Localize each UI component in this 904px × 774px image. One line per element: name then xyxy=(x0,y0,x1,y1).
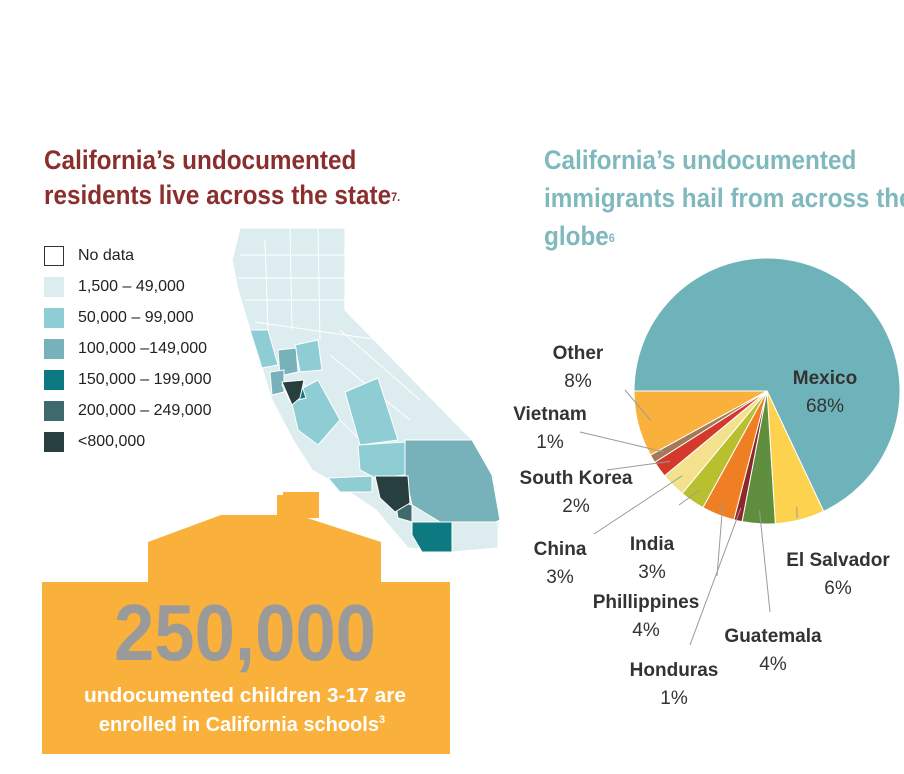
legend-item: 150,000 – 199,000 xyxy=(44,364,211,395)
county-region-800k xyxy=(374,475,411,513)
map-base-south xyxy=(451,521,499,553)
map-title: California’s undocumented residents live… xyxy=(44,143,422,213)
legend-swatch xyxy=(44,276,64,297)
legend-label: <800,000 xyxy=(78,432,146,450)
slice-label: El Salvador xyxy=(786,550,890,571)
county-region-100k xyxy=(269,369,285,396)
callout-number: 250,000 xyxy=(114,588,376,677)
legend-item: 100,000 –149,000 xyxy=(44,333,211,364)
legend-swatch xyxy=(44,338,64,359)
legend-label: No data xyxy=(78,246,135,264)
leader-line xyxy=(624,389,652,422)
slice-label: Honduras xyxy=(630,660,719,681)
slice-label: Other xyxy=(553,343,604,364)
pie-title-note: 6 xyxy=(608,231,615,245)
leader-line xyxy=(758,510,771,613)
slice-percent: 4% xyxy=(759,654,787,675)
slice-label: Vietnam xyxy=(513,404,587,425)
pie-title: California’s undocumented immigrants hai… xyxy=(544,141,904,255)
callout-note: 3 xyxy=(379,714,385,726)
pie-slice-other xyxy=(633,390,768,456)
leader-line xyxy=(606,460,671,471)
legend-swatch xyxy=(44,307,64,328)
county-region-800k xyxy=(281,379,305,406)
legend-label: 200,000 – 249,000 xyxy=(78,401,212,419)
slice-percent: 2% xyxy=(562,496,590,517)
legend-item: 200,000 – 249,000 xyxy=(44,395,211,426)
slice-label: Phillippines xyxy=(593,592,700,613)
map-title-text: California’s undocumented residents live… xyxy=(44,145,392,210)
slice-percent: 8% xyxy=(564,371,592,392)
county-region-50k xyxy=(249,329,279,369)
leader-line xyxy=(689,507,742,646)
leader-line xyxy=(716,502,724,577)
leader-line xyxy=(678,489,701,506)
legend-swatch xyxy=(44,400,64,421)
slice-percent: 1% xyxy=(536,432,564,453)
map-legend: No data 1,500 – 49,000 50,000 – 99,000 100,… xyxy=(44,240,211,457)
slice-label: Mexico xyxy=(793,368,857,389)
county-region-150k xyxy=(411,521,453,553)
leader-line xyxy=(579,431,665,453)
map-title-note: 7. xyxy=(391,190,401,204)
school-building xyxy=(42,515,450,754)
county-region-50k xyxy=(326,475,373,493)
slice-percent: 3% xyxy=(638,562,666,583)
slice-percent: 68% xyxy=(806,396,844,417)
county-region-100k xyxy=(277,347,299,377)
school-flag xyxy=(283,492,319,518)
county-region-50k xyxy=(294,339,323,373)
county-region-50k xyxy=(344,377,399,446)
legend-item: <800,000 xyxy=(44,426,211,457)
leader-line xyxy=(593,475,683,535)
pie-slice-mexico xyxy=(633,257,901,513)
callout-text-line2: enrolled in California schools3 xyxy=(99,714,385,736)
legend-label: 100,000 –149,000 xyxy=(78,339,208,357)
legend-label: 1,500 – 49,000 xyxy=(78,277,185,295)
pie-title-text: California’s undocumented immigrants hai… xyxy=(544,145,904,251)
legend-item: 50,000 – 99,000 xyxy=(44,302,211,333)
slice-label: India xyxy=(630,534,675,555)
slice-percent: 3% xyxy=(546,567,574,588)
callout-line2-text: enrolled in California schools xyxy=(99,714,379,736)
legend-item: 1,500 – 49,000 xyxy=(44,271,211,302)
slice-percent: 6% xyxy=(824,578,852,599)
legend-label: 50,000 – 99,000 xyxy=(78,308,194,326)
legend-swatch xyxy=(44,431,64,452)
callout-text-line1: undocumented children 3-17 are xyxy=(84,685,406,707)
slice-label: Guatemala xyxy=(724,626,822,647)
slice-percent: 1% xyxy=(660,688,688,709)
legend-label: 150,000 – 199,000 xyxy=(78,370,212,388)
slice-percent: 4% xyxy=(632,620,660,641)
slice-label: South Korea xyxy=(520,468,633,489)
legend-item: No data xyxy=(44,240,211,271)
legend-swatch xyxy=(44,369,64,390)
slice-label: China xyxy=(534,539,587,560)
legend-swatch xyxy=(44,245,64,266)
